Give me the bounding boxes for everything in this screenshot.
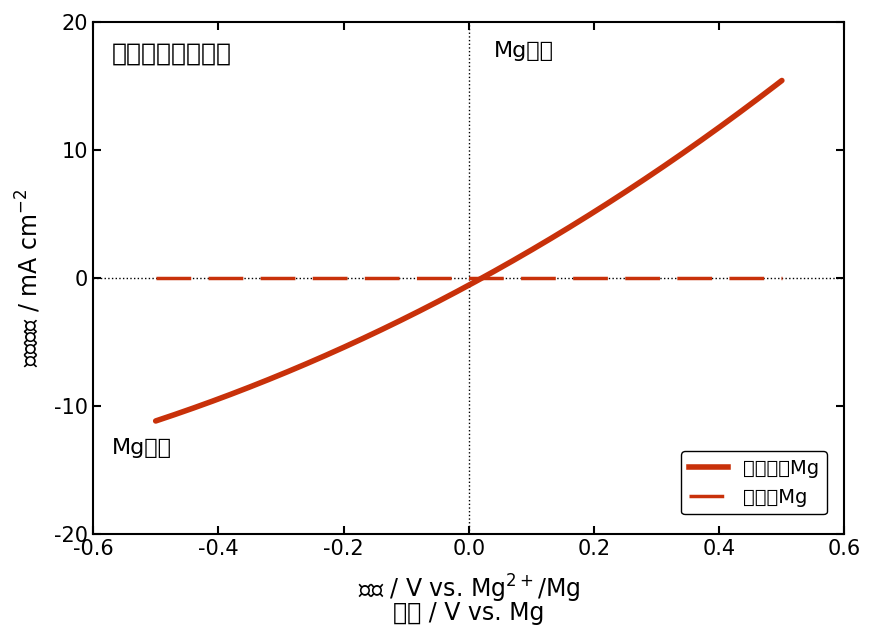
Legend: 亜鲛被覆Mg, 未処理Mg: 亜鲛被覆Mg, 未処理Mg [681, 451, 827, 515]
Text: Mg溶解: Mg溶解 [493, 41, 554, 61]
Text: 電圧 / V vs. Mg: 電圧 / V vs. Mg [393, 601, 544, 625]
Y-axis label: 電流密度 / mA cm$^{-2}$: 電流密度 / mA cm$^{-2}$ [14, 189, 43, 368]
Text: Mg析出: Mg析出 [112, 438, 172, 459]
Text: 乾燥空気雲囲気下: 乾燥空気雲囲気下 [112, 41, 232, 65]
X-axis label: 電圧 / V vs. Mg$^{2+}$/Mg: 電圧 / V vs. Mg$^{2+}$/Mg [358, 573, 580, 605]
